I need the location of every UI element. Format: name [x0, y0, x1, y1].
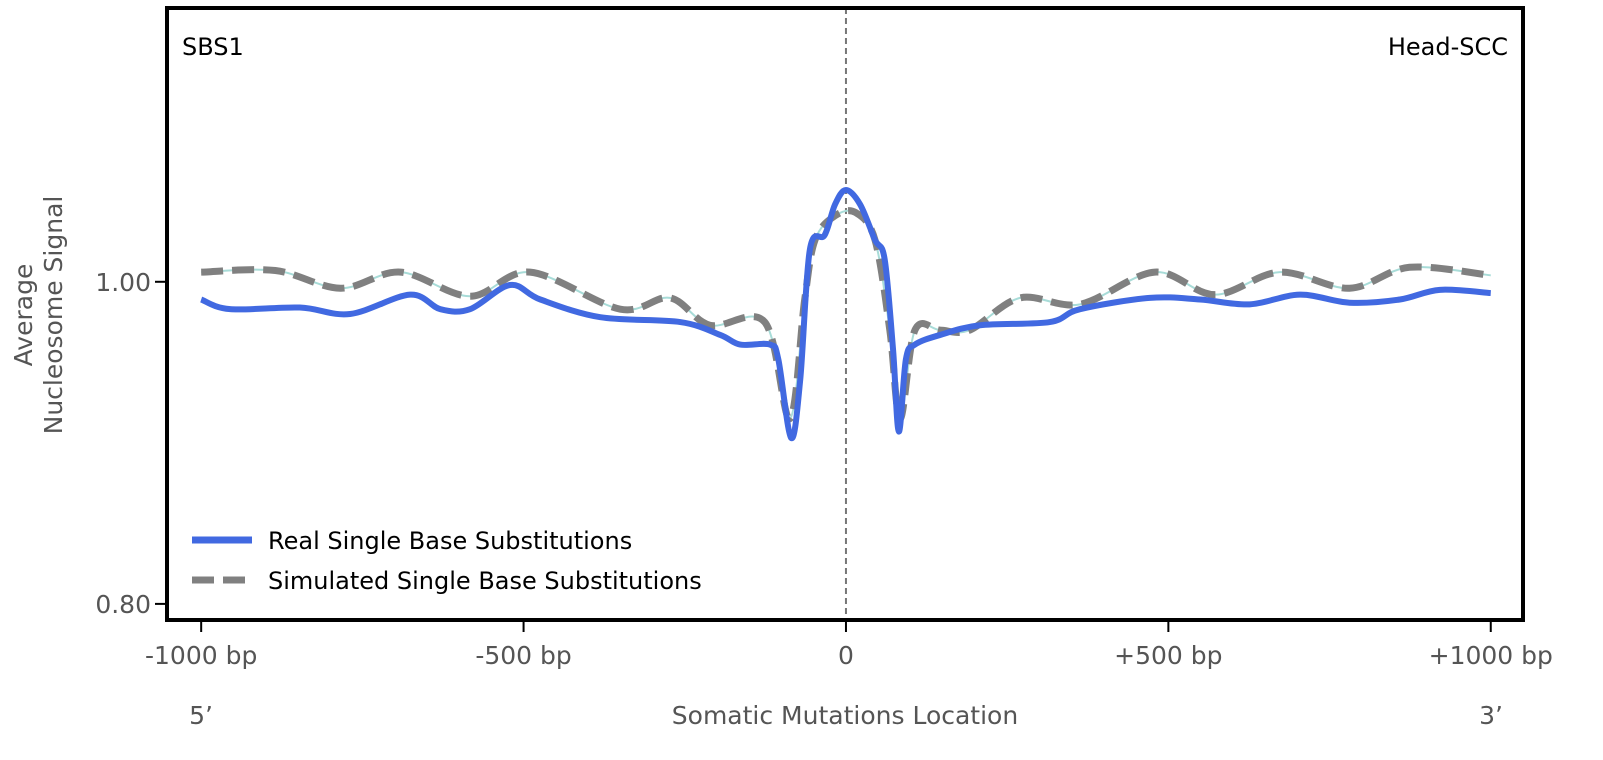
legend-simulated-label: Simulated Single Base Substitutions — [268, 567, 702, 595]
x-tick-label: -1000 bp — [145, 641, 257, 670]
y-tick-label: 0.80 — [95, 590, 151, 619]
x-axis-label: Somatic Mutations Location — [672, 701, 1018, 730]
cancer-type-label: Head-SCC — [1388, 33, 1508, 61]
x-tick-label: 0 — [838, 641, 854, 670]
x-tick-label: -500 bp — [475, 641, 571, 670]
legend: Real Single Base Substitutions Simulated… — [192, 527, 702, 595]
legend-real-label: Real Single Base Substitutions — [268, 527, 632, 555]
five-prime-label: 5’ — [189, 701, 213, 730]
x-tick-label: +500 bp — [1114, 641, 1222, 670]
y-axis-label-line1: Average — [9, 264, 38, 367]
y-axis-label-line2: Nucleosome Signal — [39, 196, 68, 435]
series-layer — [200, 186, 1492, 442]
x-tick-label: +1000 bp — [1429, 641, 1553, 670]
y-tick-label: 1.00 — [95, 268, 151, 297]
signature-label: SBS1 — [182, 33, 244, 61]
x-axis-ticks: -1000 bp -500 bp 0 +500 bp +1000 bp — [145, 620, 1553, 670]
simulated-series-line — [201, 207, 1492, 423]
y-axis-ticks: 0.80 1.00 — [95, 268, 167, 619]
real-series-line — [200, 186, 1491, 442]
three-prime-label: 3’ — [1479, 701, 1503, 730]
